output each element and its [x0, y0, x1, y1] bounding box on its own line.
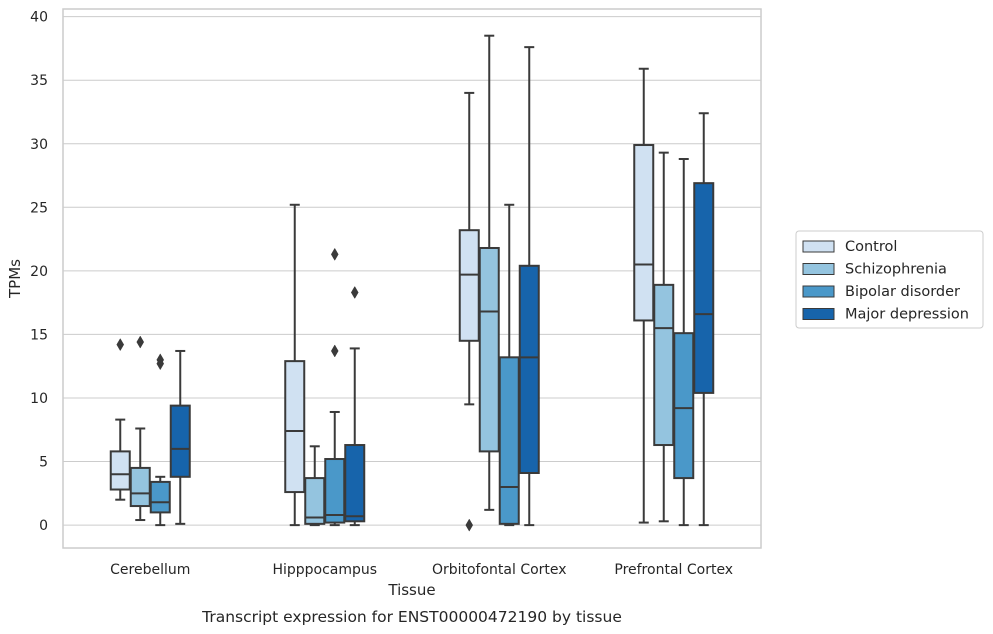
legend-label: Major depression — [845, 307, 969, 323]
box-group — [653, 151, 675, 523]
y-tick-label: 40 — [30, 10, 48, 26]
legend-swatch — [802, 285, 835, 298]
legend-swatch — [802, 263, 835, 275]
x-tick-labels: Cerebellum Hipppocampus Orbitofontal Corte… — [110, 562, 733, 578]
legend-label: Bipolar disorder — [845, 284, 960, 300]
outlier-point — [156, 353, 165, 367]
y-axis-label: TPMs — [6, 259, 24, 299]
box-iqr — [498, 356, 520, 525]
x-tick-label: Hipppocampus — [272, 562, 377, 578]
outlier-point — [330, 247, 339, 261]
box-group — [149, 353, 171, 527]
box-group — [304, 445, 326, 527]
box-group — [109, 338, 131, 501]
box-group — [518, 46, 540, 527]
box-group — [324, 247, 346, 527]
box-group — [673, 158, 695, 527]
box-iqr — [458, 229, 480, 342]
y-tick-label: 30 — [30, 137, 48, 153]
chart-caption: Transcript expression for ENST0000047219… — [201, 608, 622, 626]
x-tick-label: Orbitofontal Cortex — [432, 562, 567, 578]
box-group — [169, 349, 191, 525]
box-iqr — [693, 182, 715, 394]
y-tick-label: 10 — [30, 391, 48, 407]
box-iqr — [109, 450, 131, 491]
outlier-point — [136, 335, 145, 349]
box-group — [498, 203, 520, 527]
box-group — [129, 335, 151, 522]
box-iqr — [284, 360, 306, 494]
y-tick-labels: 0 5 10 15 20 25 30 35 40 — [30, 10, 48, 534]
y-tick-label: 25 — [30, 200, 48, 216]
legend-swatch — [802, 308, 835, 320]
y-tick-label: 5 — [39, 455, 48, 471]
y-gridlines — [63, 16, 761, 526]
box-iqr — [633, 144, 655, 322]
y-tick-label: 0 — [39, 518, 48, 534]
y-tick-label: 15 — [30, 327, 48, 343]
legend-swatch — [802, 240, 835, 253]
x-tick-label: Cerebellum — [110, 562, 190, 578]
outlier-point — [330, 344, 339, 358]
legend: Control Schizophrenia Bipolar disorder Majo… — [795, 230, 984, 329]
box-iqr — [478, 246, 500, 453]
x-tick-label: Prefrontal Cortex — [614, 562, 733, 578]
box-group — [458, 91, 480, 532]
plot-frame — [62, 8, 762, 549]
box-iqr — [518, 264, 540, 474]
box-group — [478, 34, 500, 511]
legend-label: Control — [845, 239, 897, 255]
legend-label: Schizophrenia — [845, 262, 947, 278]
box-group — [633, 67, 655, 524]
box-iqr — [169, 404, 191, 478]
box-iqr — [149, 480, 171, 514]
outlier-point — [350, 285, 359, 299]
y-tick-label: 35 — [30, 73, 48, 89]
outlier-point — [116, 338, 125, 352]
box-iqr — [653, 283, 675, 447]
legend-frame — [795, 230, 984, 329]
box-group — [284, 203, 306, 527]
box-iqr — [129, 466, 151, 508]
outlier-point — [465, 518, 474, 532]
box-iqr — [344, 444, 366, 523]
box-iqr — [673, 332, 695, 480]
y-tick-label: 20 — [30, 264, 48, 280]
box-iqr — [324, 458, 346, 524]
x-axis-label: Tissue — [387, 581, 435, 599]
box-plot-marks — [109, 34, 715, 532]
box-group — [693, 112, 715, 527]
box-group — [344, 285, 366, 527]
